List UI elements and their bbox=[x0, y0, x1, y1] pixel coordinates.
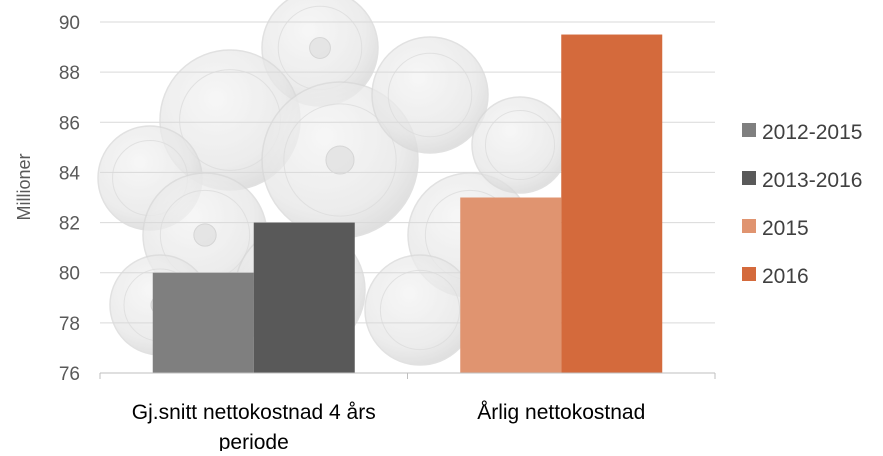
bar bbox=[152, 272, 254, 373]
y-axis-label: Millioner bbox=[14, 153, 34, 220]
legend-swatch bbox=[742, 267, 756, 281]
axes: 76 78 80 82 84 86 88 90 Gj.snitt nettokostnad 4 … bbox=[59, 13, 716, 454]
coin-shape bbox=[387, 52, 473, 138]
x-category-label: Gj.snitt nettokostnad 4 års bbox=[132, 401, 376, 424]
y-tick-label: 90 bbox=[59, 13, 80, 34]
coin-shape bbox=[371, 36, 489, 154]
y-tick-label: 84 bbox=[59, 163, 81, 184]
coin-shape bbox=[325, 145, 355, 175]
coin-shape bbox=[471, 96, 569, 194]
legend-label: 2016 bbox=[762, 265, 809, 288]
legend-swatch bbox=[742, 219, 756, 233]
coin-shape bbox=[309, 37, 331, 59]
coin-shape bbox=[193, 223, 217, 247]
coin-shape bbox=[283, 103, 397, 217]
x-category-label: Årlig nettokostnad bbox=[477, 401, 645, 424]
y-tick-label: 78 bbox=[59, 314, 80, 335]
y-tick-label: 76 bbox=[59, 364, 80, 385]
bar bbox=[561, 34, 663, 374]
y-tick-label: 82 bbox=[59, 214, 80, 235]
y-tick-label: 86 bbox=[59, 113, 80, 134]
coin-shape bbox=[379, 269, 461, 351]
legend-label: 2012-2015 bbox=[762, 121, 862, 144]
bar bbox=[253, 222, 355, 373]
bars bbox=[152, 34, 663, 374]
legend-swatch bbox=[742, 123, 756, 137]
x-category-label: periode bbox=[219, 431, 289, 451]
legend-swatch bbox=[742, 171, 756, 185]
coin-shape bbox=[364, 254, 476, 366]
bar bbox=[460, 197, 562, 373]
legend: 2012-2015 2013-2016 2015 2016 bbox=[742, 121, 862, 288]
y-tick-label: 80 bbox=[59, 264, 80, 285]
legend-label: 2015 bbox=[762, 217, 809, 240]
coin-shape bbox=[484, 109, 556, 181]
y-tick-label: 88 bbox=[59, 63, 80, 84]
legend-label: 2013-2016 bbox=[762, 169, 862, 192]
